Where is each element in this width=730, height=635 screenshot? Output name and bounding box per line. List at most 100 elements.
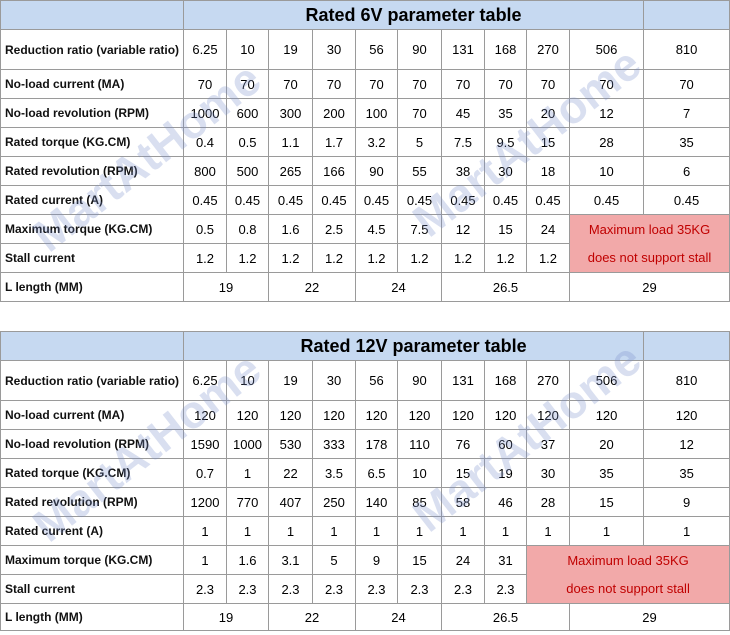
cell: 120 [484,400,527,430]
blank-cell [0,0,184,30]
cell: 1 [568,516,645,546]
cell: 31 [484,545,527,575]
table-row: Stall current 1.2 1.2 1.2 1.2 1.2 1.2 1.… [0,243,730,273]
cell: 15 [441,458,485,488]
cell: 0.7 [183,458,227,488]
cell: 28 [526,487,570,517]
table-6v: Rated 6V parameter table Reduction ratio… [0,0,730,302]
blank-cell [643,0,730,30]
cell: 24 [441,545,485,575]
cell: 1.2 [183,243,227,273]
cell: 6.25 [183,29,227,70]
row-label: Reduction ratio (variable ratio) [0,29,184,70]
cell: 506 [568,29,645,70]
cell: 9 [643,487,730,517]
row-label: No-load current (MA) [0,400,184,430]
cell: 24 [526,214,570,244]
cell: 120 [268,400,313,430]
cell: 7.5 [397,214,442,244]
cell: 37 [526,429,570,459]
table-row: Maximum torque (KG.CM) 1 1.6 3.1 5 9 15 … [0,545,730,575]
cell: 30 [526,458,570,488]
cell: 19 [268,360,313,401]
cell: 1 [268,516,313,546]
cell: 19 [484,458,527,488]
cell: 810 [643,360,730,401]
cell: 1 [526,516,570,546]
cell: 10 [568,156,645,186]
cell: 70 [397,98,442,128]
cell: 0.45 [441,185,485,215]
cell: 24 [355,603,442,631]
cell: 5 [397,127,442,157]
blank-cell [643,331,730,361]
cell: 12 [441,214,485,244]
cell: 15 [484,214,527,244]
cell: 265 [268,156,313,186]
cell: 500 [226,156,269,186]
cell: 6.25 [183,360,227,401]
row-label: Maximum torque (KG.CM) [0,214,184,244]
cell: 0.45 [643,185,730,215]
cell: 70 [397,69,442,99]
row-label: Maximum torque (KG.CM) [0,545,184,575]
cell: 60 [484,429,527,459]
cell: 2.3 [312,574,356,604]
note-no-stall: does not support stall [525,574,730,604]
cell: 28 [568,127,645,157]
cell: 70 [568,69,645,99]
cell: 120 [183,400,227,430]
cell: 12 [568,98,645,128]
cell: 178 [355,429,398,459]
cell: 90 [397,29,442,70]
cell: 0.45 [568,185,645,215]
cell: 6.5 [355,458,398,488]
cell: 35 [568,458,645,488]
cell: 4.5 [355,214,398,244]
cell: 1 [441,516,485,546]
cell: 22 [268,603,356,631]
cell: 250 [312,487,356,517]
row-label: Stall current [0,574,184,604]
cell: 5 [312,545,356,575]
cell: 131 [441,360,485,401]
cell: 120 [526,400,570,430]
cell: 24 [355,272,442,302]
cell: 19 [183,603,269,631]
cell: 35 [484,98,527,128]
cell: 1 [397,516,442,546]
cell: 270 [526,29,570,70]
cell: 2.5 [312,214,356,244]
table-title: Rated 12V parameter table [182,331,645,361]
cell: 600 [226,98,269,128]
cell: 90 [355,156,398,186]
cell: 19 [268,29,313,70]
cell: 530 [268,429,313,459]
cell: 0.45 [355,185,398,215]
row-label: Stall current [0,243,184,273]
row-label: No-load revolution (RPM) [0,429,184,459]
cell: 0.45 [183,185,227,215]
row-label: Rated torque (KG.CM) [0,458,184,488]
cell: 35 [643,127,730,157]
cell: 120 [355,400,398,430]
note-max-load: Maximum load 35KG [568,214,730,244]
table-row: Reduction ratio (variable ratio) 6.25 10… [0,29,730,70]
cell: 0.45 [526,185,570,215]
cell: 10 [226,29,269,70]
cell: 20 [568,429,645,459]
cell: 70 [355,69,398,99]
cell: 19 [183,272,269,302]
cell: 45 [441,98,485,128]
cell: 22 [268,272,356,302]
cell: 26.5 [441,603,570,631]
cell: 800 [183,156,227,186]
cell: 120 [226,400,269,430]
cell: 10 [397,458,442,488]
cell: 46 [484,487,527,517]
cell: 0.5 [226,127,269,157]
cell: 200 [312,98,356,128]
row-label: Rated torque (KG.CM) [0,127,184,157]
cell: 100 [355,98,398,128]
cell: 120 [568,400,645,430]
